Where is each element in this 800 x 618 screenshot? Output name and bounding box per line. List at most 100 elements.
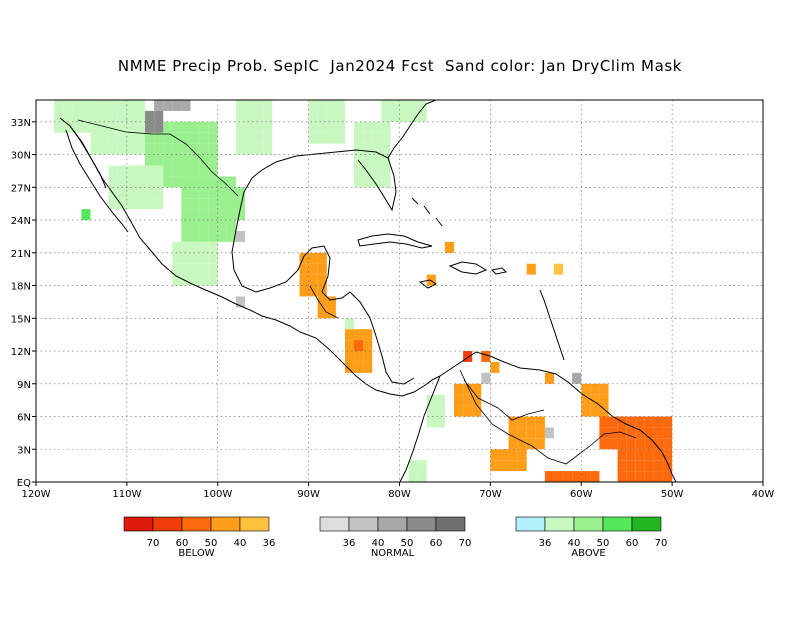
prob-cell xyxy=(508,416,518,428)
prob-cell xyxy=(635,449,645,461)
legend-label: 40 xyxy=(568,538,581,549)
legend-normal: 36 40 50 60 70 NORMAL xyxy=(319,516,472,559)
border-mexico-guatemala xyxy=(309,285,339,319)
gridlines xyxy=(36,100,763,482)
prob-cell xyxy=(126,187,136,199)
prob-cell xyxy=(245,100,255,111)
prob-cell xyxy=(517,449,527,461)
prob-cell xyxy=(117,132,127,144)
legend-swatch xyxy=(210,516,241,532)
prob-cell xyxy=(235,296,246,308)
prob-cell xyxy=(590,405,600,417)
prob-cell xyxy=(508,460,518,472)
coastline-puerto-rico xyxy=(490,267,508,275)
prob-cell xyxy=(263,110,273,122)
prob-cell xyxy=(208,143,218,155)
prob-cell xyxy=(126,143,136,155)
prob-cell xyxy=(344,361,355,373)
prob-cell xyxy=(317,307,327,319)
tick-label-lat: 9N xyxy=(17,380,31,391)
legend-swatch xyxy=(544,516,575,532)
prob-cell xyxy=(354,165,364,177)
prob-cell xyxy=(126,165,136,177)
legend-label: 36 xyxy=(263,538,276,549)
legend-label: 70 xyxy=(655,538,668,549)
prob-cell xyxy=(217,198,227,210)
coastline-lesser-antilles xyxy=(539,289,565,361)
prob-cell xyxy=(190,230,200,242)
prob-cell xyxy=(617,438,627,450)
prob-cell xyxy=(635,438,645,450)
prob-cell xyxy=(181,274,191,286)
prob-cell xyxy=(354,361,364,373)
legend-caption: BELOW xyxy=(178,548,214,559)
prob-cell xyxy=(653,460,664,472)
probability-cells xyxy=(54,100,673,482)
prob-cell xyxy=(90,132,100,144)
legend-swatch xyxy=(573,516,604,532)
legend-swatch xyxy=(631,516,662,532)
prob-cell xyxy=(145,165,155,177)
prob-cell xyxy=(181,154,191,166)
legend-label: 70 xyxy=(147,538,160,549)
prob-cell xyxy=(653,449,664,461)
prob-cell xyxy=(581,383,591,395)
prob-cell xyxy=(235,132,246,144)
coastline-gulf xyxy=(235,149,397,231)
prob-cell xyxy=(408,460,418,472)
prob-cell xyxy=(590,383,600,395)
prob-cell xyxy=(308,252,318,264)
prob-cell xyxy=(363,361,373,373)
prob-cell xyxy=(399,110,409,122)
prob-cell xyxy=(217,176,227,188)
legend-swatch xyxy=(181,516,212,532)
prob-cell xyxy=(326,296,336,308)
tick-label-lon: 40W xyxy=(752,489,775,500)
prob-cell xyxy=(363,351,373,362)
prob-cell xyxy=(499,460,509,472)
legend-label: 60 xyxy=(430,538,443,549)
prob-cell xyxy=(490,361,500,373)
tick-label-lon: 60W xyxy=(570,489,593,500)
prob-cell xyxy=(163,165,173,177)
prob-cell xyxy=(372,121,382,133)
prob-cell xyxy=(254,100,264,111)
prob-cell xyxy=(544,372,554,384)
prob-cell xyxy=(199,165,209,177)
prob-cell xyxy=(254,121,264,133)
tick-label-lon: 70W xyxy=(479,489,502,500)
prob-cell xyxy=(145,132,155,144)
prob-cell xyxy=(381,176,391,188)
prob-cell xyxy=(81,100,91,111)
prob-cell xyxy=(108,132,118,144)
prob-cell xyxy=(363,132,373,144)
prob-cell xyxy=(263,143,273,155)
prob-cell xyxy=(663,438,673,450)
prob-cell xyxy=(472,383,482,395)
prob-cell xyxy=(226,187,236,199)
prob-cell xyxy=(254,143,264,155)
prob-cell xyxy=(90,143,100,155)
prob-cell xyxy=(663,427,673,439)
coastline-gulf-west xyxy=(231,229,351,301)
prob-cell xyxy=(154,176,164,188)
prob-cell xyxy=(208,198,218,210)
prob-cell xyxy=(145,176,155,188)
prob-cell xyxy=(526,416,536,428)
prob-cell xyxy=(199,198,209,210)
legend-label: 70 xyxy=(459,538,472,549)
prob-cell xyxy=(644,427,654,439)
prob-cell xyxy=(372,165,382,177)
prob-cell xyxy=(363,176,373,188)
prob-cell xyxy=(308,263,318,275)
map-title: NMME Precip Prob. SepIC Jan2024 Fcst San… xyxy=(117,57,683,75)
prob-cell xyxy=(354,176,364,188)
legend-label: 36 xyxy=(343,538,356,549)
prob-cell xyxy=(617,460,627,472)
prob-cell xyxy=(599,427,609,439)
legend-label: 40 xyxy=(234,538,247,549)
prob-cell xyxy=(626,449,636,461)
prob-cell xyxy=(217,230,227,242)
prob-cell xyxy=(172,143,182,155)
prob-cell xyxy=(335,100,345,111)
